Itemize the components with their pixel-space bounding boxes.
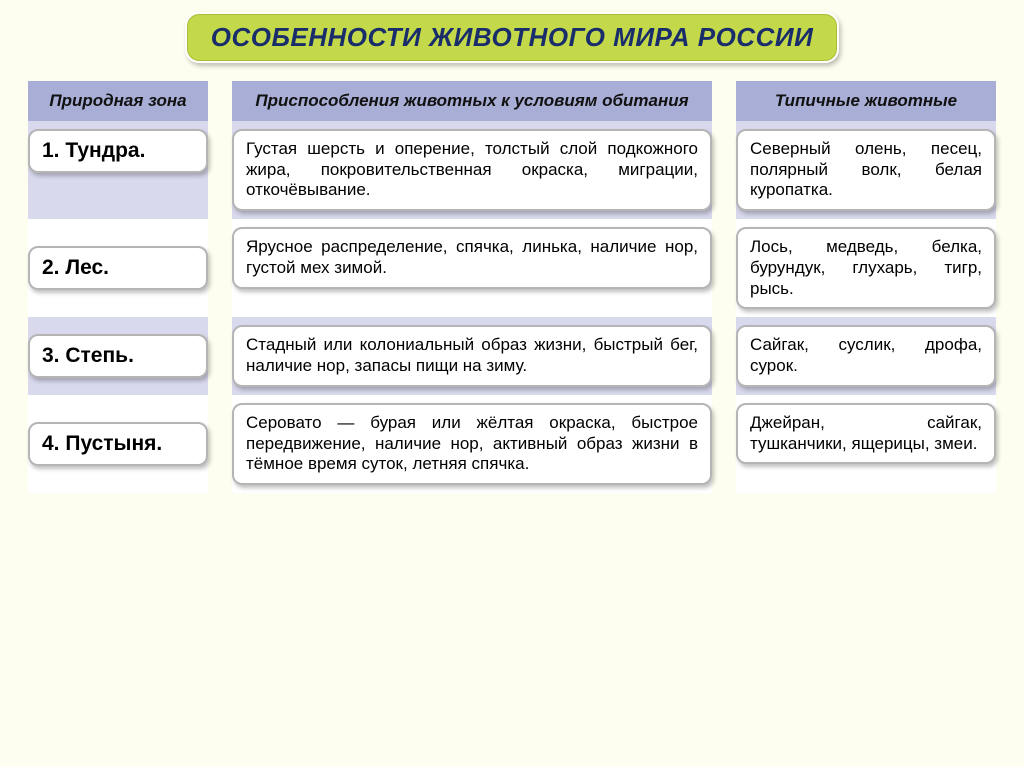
zone-node: 4. Пустыня. bbox=[28, 422, 208, 466]
adaptation-cell: Ярусное распределение, спячка, линька, н… bbox=[232, 219, 712, 317]
adaptation-node: Ярусное распределение, спячка, линька, н… bbox=[232, 227, 712, 288]
animals-cell: Джейран, сайгак, тушканчики, ящерицы, зм… bbox=[736, 395, 996, 493]
animals-cell: Северный олень, песец, полярный волк, бе… bbox=[736, 121, 996, 219]
animals-node: Лось, медведь, белка, бурундук, глухарь,… bbox=[736, 227, 996, 309]
zone-cell: 3. Степь. bbox=[28, 317, 208, 394]
adaptation-cell: Серовато — бурая или жёлтая окраска, быс… bbox=[232, 395, 712, 493]
zone-cell: 1. Тундра. bbox=[28, 121, 208, 219]
adaptation-cell: Стадный или колониальный образ жизни, бы… bbox=[232, 317, 712, 394]
zone-node: 1. Тундра. bbox=[28, 129, 208, 173]
main-grid: Природная зона Приспособления животных к… bbox=[28, 81, 996, 493]
adaptation-node: Стадный или колониальный образ жизни, бы… bbox=[232, 325, 712, 386]
animals-cell: Сайгак, суслик, дрофа, сурок. bbox=[736, 317, 996, 394]
animals-node: Джейран, сайгак, тушканчики, ящерицы, зм… bbox=[736, 403, 996, 464]
header-animals: Типичные животные bbox=[736, 81, 996, 121]
zone-cell: 4. Пустыня. bbox=[28, 395, 208, 493]
animals-node: Сайгак, суслик, дрофа, сурок. bbox=[736, 325, 996, 386]
adaptation-node: Густая шерсть и оперение, толстый слой п… bbox=[232, 129, 712, 211]
zone-node: 2. Лес. bbox=[28, 246, 208, 290]
zone-node: 3. Степь. bbox=[28, 334, 208, 378]
header-adaptation: Приспособления животных к условиям обита… bbox=[232, 81, 712, 121]
adaptation-node: Серовато — бурая или жёлтая окраска, быс… bbox=[232, 403, 712, 485]
title-box: ОСОБЕННОСТИ ЖИВОТНОГО МИРА РОССИИ bbox=[185, 12, 840, 63]
adaptation-cell: Густая шерсть и оперение, толстый слой п… bbox=[232, 121, 712, 219]
animals-cell: Лось, медведь, белка, бурундук, глухарь,… bbox=[736, 219, 996, 317]
header-zone: Природная зона bbox=[28, 81, 208, 121]
zone-cell: 2. Лес. bbox=[28, 219, 208, 317]
page-title: ОСОБЕННОСТИ ЖИВОТНОГО МИРА РОССИИ bbox=[211, 22, 814, 53]
animals-node: Северный олень, песец, полярный волк, бе… bbox=[736, 129, 996, 211]
